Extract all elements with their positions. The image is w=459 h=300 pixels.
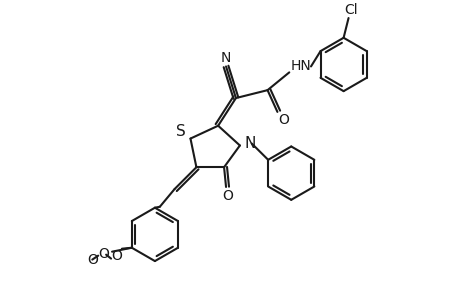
Text: N: N [244, 136, 255, 151]
Text: N: N [220, 51, 231, 64]
Text: HN: HN [290, 59, 311, 74]
Text: S: S [175, 124, 185, 139]
Text: O: O [277, 113, 288, 127]
Text: O: O [87, 253, 97, 267]
Text: Cl: Cl [344, 3, 358, 17]
Text: O: O [222, 189, 233, 203]
Text: O: O [99, 247, 109, 261]
Text: O: O [112, 249, 122, 262]
